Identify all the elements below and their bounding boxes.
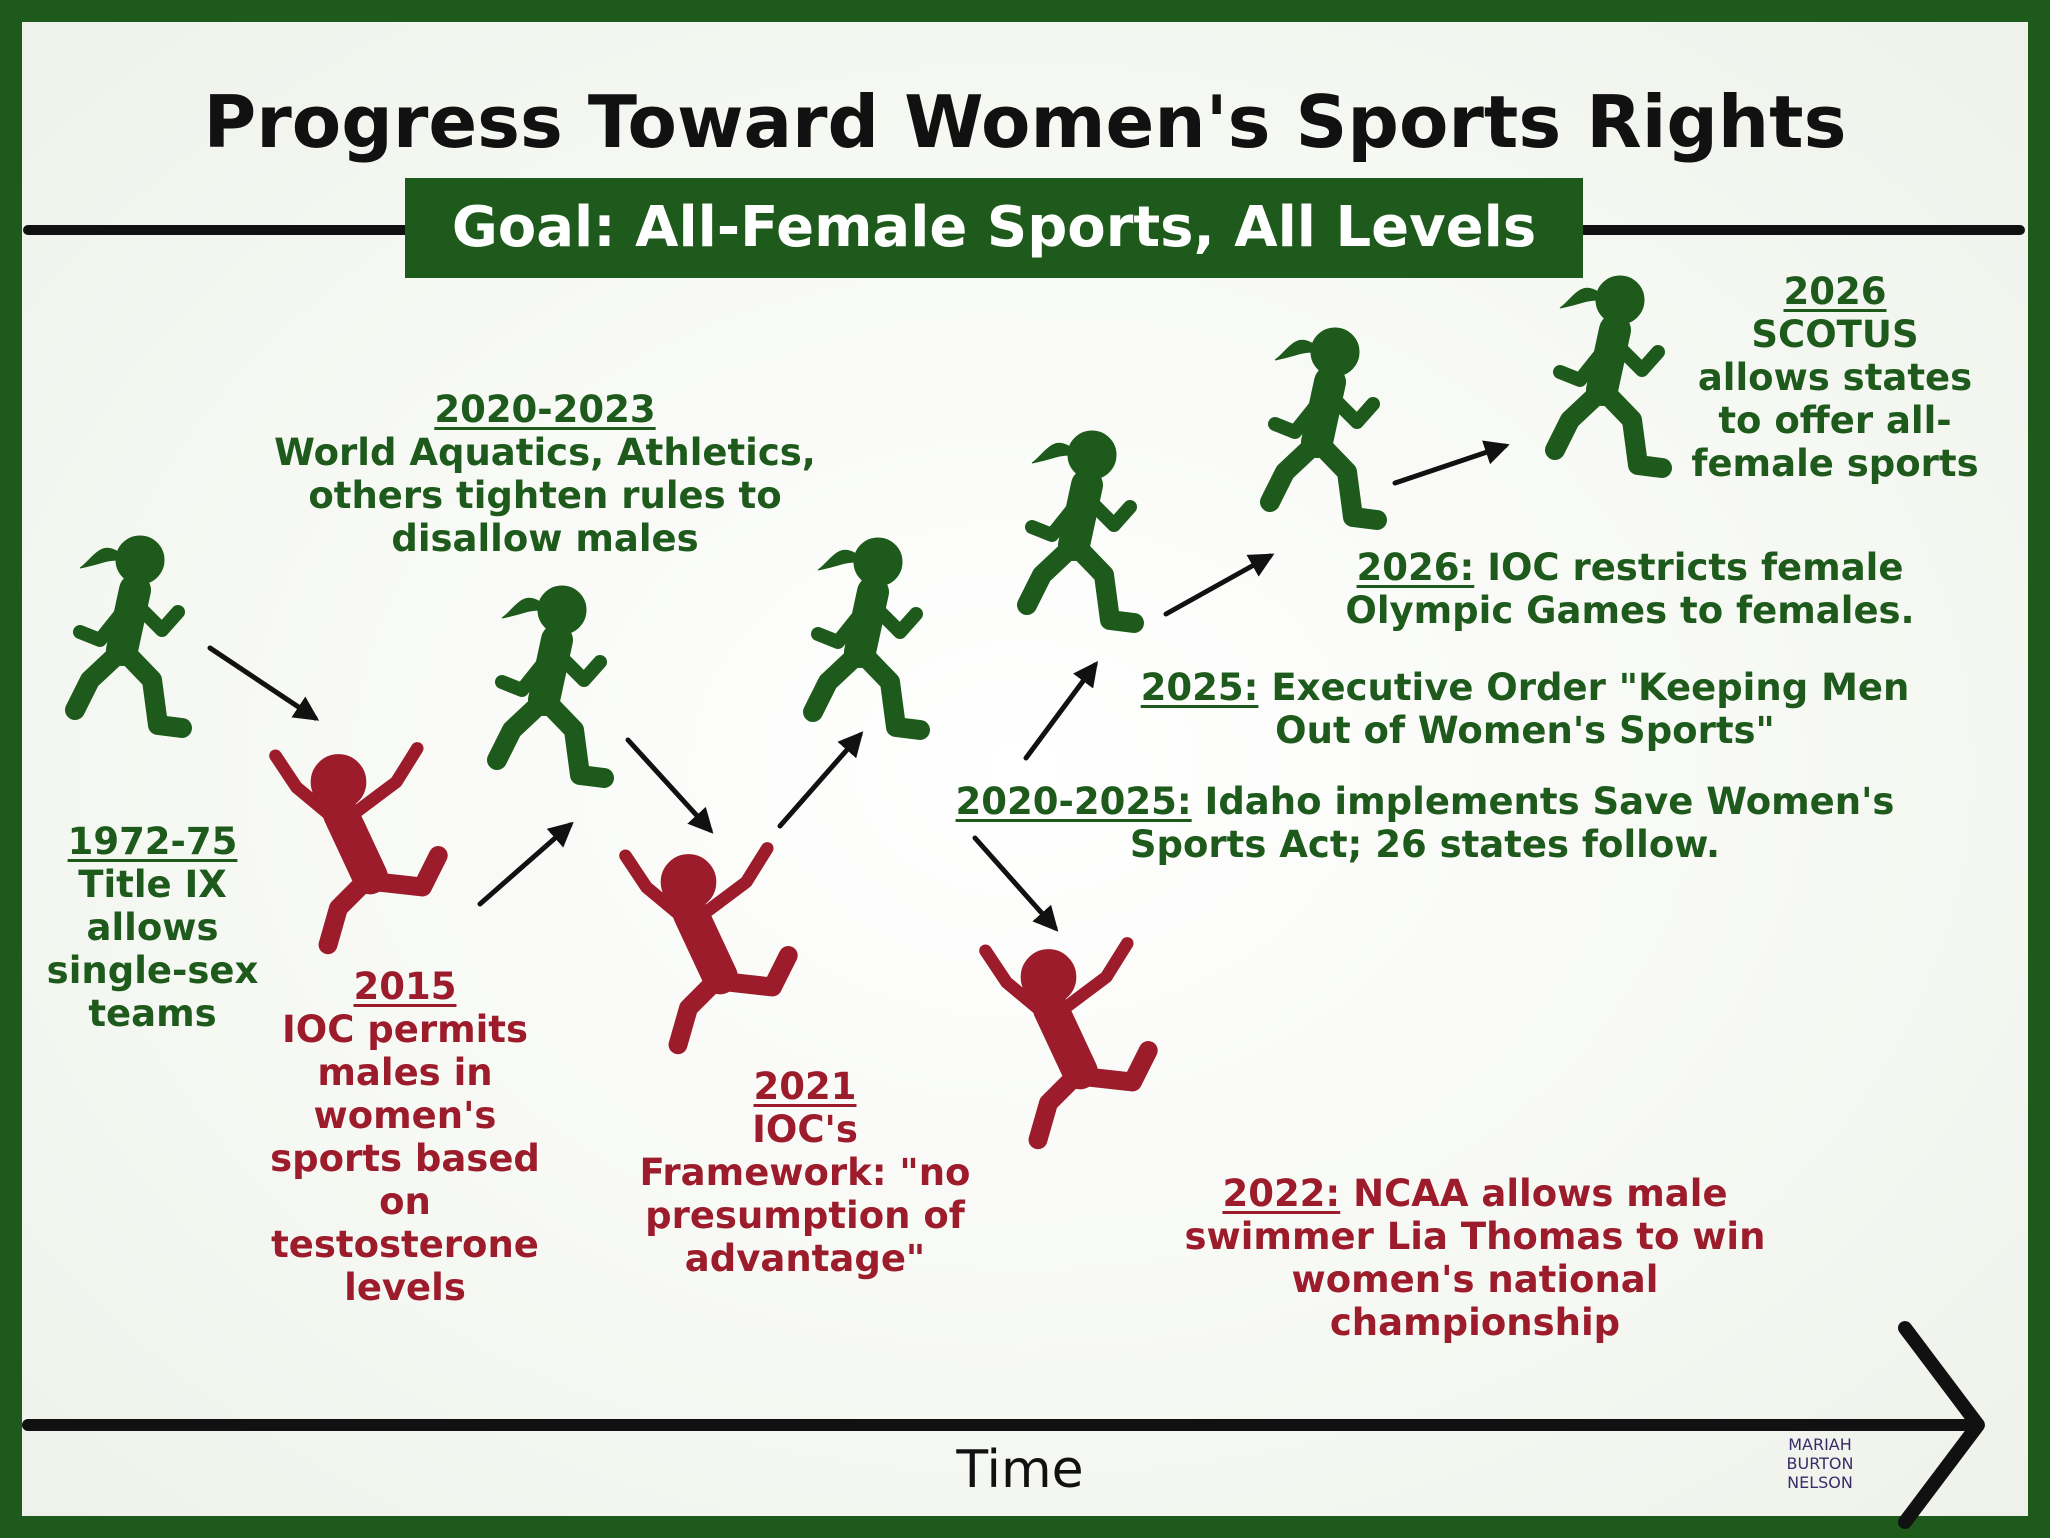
event: 2015 IOC permits males in women's sports… [255,965,555,1309]
event-year: 2020-2023 [434,388,656,431]
credit: MARIAH BURTON NELSON [1770,1435,1870,1492]
credit-line: NELSON [1787,1473,1853,1492]
event-year: 1972-75 [67,820,238,863]
event-year: 2022: [1222,1172,1341,1215]
event-text: NCAA allows male swimmer Lia Thomas to w… [1184,1172,1766,1344]
event-text: SCOTUS allows states to offer all-female… [1691,313,1979,485]
event-text: Title IX allows single-sex teams [46,863,259,1035]
event-text: IOC permits males in women's sports base… [270,1008,540,1309]
event-text: Idaho implements Save Women's Sports Act… [1129,780,1895,866]
event: 2022: NCAA allows male swimmer Lia Thoma… [1160,1172,1790,1344]
arrows [207,440,1510,932]
event-year: 2015 [353,965,457,1008]
event: 2025: Executive Order "Keeping Men Out o… [1110,666,1940,752]
event-text: World Aquatics, Athletics, others tighte… [274,431,816,560]
credit-line: MARIAH [1788,1435,1852,1454]
event: 2026: IOC restricts female Olympic Games… [1325,546,1935,632]
event-year: 2025: [1140,666,1259,709]
event-year: 2021 [753,1065,857,1108]
goal-banner: Goal: All-Female Sports, All Levels [405,178,1583,278]
title: Progress Toward Women's Sports Rights [203,80,1847,164]
event: 2020-2025: Idaho implements Save Women's… [915,780,1935,866]
credit-line: BURTON [1786,1454,1854,1473]
event: 2021 IOC's Framework: "no presumption of… [630,1065,980,1280]
event-year: 2020-2025: [955,780,1192,823]
event: 2026 SCOTUS allows states to offer all-f… [1685,270,1985,485]
axis-label: Time [956,1440,1084,1500]
event: 1972-75 Title IX allows single-sex teams [40,820,265,1035]
event-text: Executive Order "Keeping Men Out of Wome… [1271,666,1910,752]
event: 2020-2023 World Aquatics, Athletics, oth… [245,388,845,560]
event-year: 2026 [1783,270,1887,313]
event-text: IOC restricts female Olympic Games to fe… [1345,546,1915,632]
time-arrowhead [1898,1321,1985,1529]
event-year: 2026: [1356,546,1475,589]
event-text: IOC's Framework: "no presumption of adva… [639,1108,971,1280]
